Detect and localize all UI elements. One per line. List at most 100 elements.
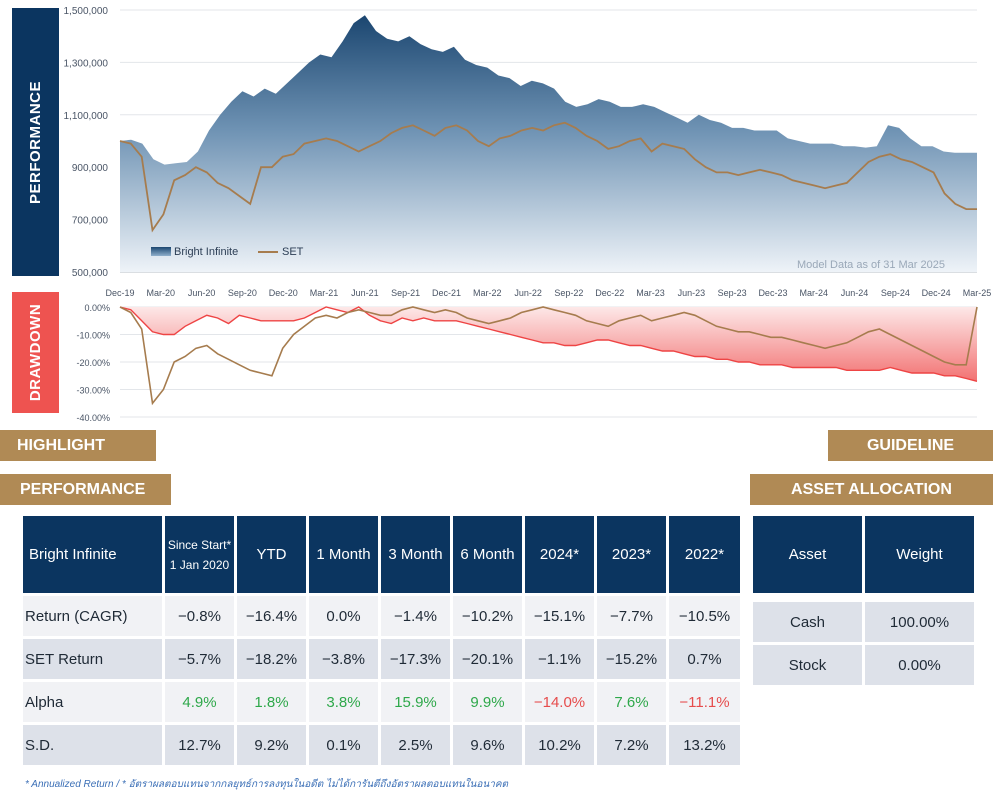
- table-cell: −18.2%: [234, 636, 309, 682]
- table-cell: −15.1%: [522, 593, 597, 639]
- table-cell: −10.5%: [666, 593, 743, 639]
- allocation-asset: Cash: [750, 599, 865, 645]
- perf-y-tick: 1,300,000: [64, 58, 109, 69]
- row-label: S.D.: [20, 722, 165, 768]
- drawdown-side-label: DRAWDOWN: [12, 292, 59, 413]
- perf-x-tick: Sep-20: [228, 288, 257, 298]
- legend-label-bright-infinite: Bright Infinite: [174, 246, 238, 258]
- perf-y-tick: 700,000: [72, 216, 109, 227]
- table-cell: 13.2%: [666, 722, 743, 768]
- perf-x-tick: Jun-23: [678, 288, 706, 298]
- allocation-weight: 0.00%: [862, 642, 977, 688]
- perf-x-tick: Dec-21: [432, 288, 461, 298]
- header-1-month: 1 Month: [306, 513, 381, 596]
- table-cell: 3.8%: [306, 679, 381, 725]
- highlight-tab[interactable]: HIGHLIGHT: [0, 430, 156, 461]
- dd-y-tick: -40.00%: [76, 413, 110, 423]
- table-row-alpha: Alpha 4.9% 1.8% 3.8% 15.9% 9.9% −14.0% 7…: [20, 679, 743, 725]
- table-cell: 4.9%: [162, 679, 237, 725]
- table-cell: 9.6%: [450, 722, 525, 768]
- table-cell: −16.4%: [234, 593, 309, 639]
- table-cell: −7.7%: [594, 593, 669, 639]
- legend-label-set: SET: [282, 246, 304, 258]
- table-cell: 9.2%: [234, 722, 309, 768]
- perf-x-tick: Jun-24: [841, 288, 869, 298]
- model-data-annotation: Model Data as of 31 Mar 2025: [797, 259, 945, 271]
- table-cell: 2.5%: [378, 722, 453, 768]
- table-cell: 9.9%: [450, 679, 525, 725]
- dd-y-tick: -30.00%: [76, 386, 110, 396]
- performance-table: Bright Infinite Since Start* 1 Jan 2020 …: [20, 513, 743, 768]
- table-row-return-cagr: Return (CAGR) −0.8% −16.4% 0.0% −1.4% −1…: [20, 593, 743, 639]
- row-label: Return (CAGR): [20, 593, 165, 639]
- perf-x-tick: Mar-22: [473, 288, 502, 298]
- perf-x-tick: Mar-24: [800, 288, 829, 298]
- header-since-start-line1: Since Start*: [167, 537, 232, 552]
- perf-y-tick: 1,100,000: [64, 111, 109, 122]
- dd-line-set: [119, 306, 978, 406]
- table-cell: −10.2%: [450, 593, 525, 639]
- table-cell: −1.1%: [522, 636, 597, 682]
- table-cell: −0.8%: [162, 593, 237, 639]
- table-cell: 7.6%: [594, 679, 669, 725]
- dd-area-bright-infinite: [120, 307, 977, 382]
- table-row-set-return: SET Return −5.7% −18.2% −3.8% −17.3% −20…: [20, 636, 743, 682]
- perf-x-tick: Sep-23: [718, 288, 747, 298]
- table-cell: 15.9%: [378, 679, 453, 725]
- table-cell: 12.7%: [162, 722, 237, 768]
- perf-x-tick: Dec-19: [105, 288, 134, 298]
- header-since-start-line2: 1 Jan 2020: [169, 557, 230, 572]
- dd-y-tick: -20.00%: [76, 358, 110, 368]
- perf-x-tick: Mar-23: [636, 288, 665, 298]
- perf-x-tick: Mar-21: [310, 288, 339, 298]
- table-cell: 0.7%: [666, 636, 743, 682]
- allocation-row-cash: Cash 100.00%: [750, 599, 977, 645]
- header-weight: Weight: [862, 513, 977, 596]
- header-6-month: 6 Month: [450, 513, 525, 596]
- performance-side-label: PERFORMANCE: [12, 8, 59, 276]
- perf-legend: Bright Infinite SET: [151, 246, 304, 258]
- table-cell: −5.7%: [162, 636, 237, 682]
- table-cell: −3.8%: [306, 636, 381, 682]
- allocation-asset: Stock: [750, 642, 865, 688]
- perf-x-tick: Jun-20: [188, 288, 216, 298]
- header-ytd: YTD: [234, 513, 309, 596]
- table-cell: 10.2%: [522, 722, 597, 768]
- perf-x-tick: Dec-23: [758, 288, 787, 298]
- perf-x-tick: Dec-20: [269, 288, 298, 298]
- perf-x-tick: Mar-25: [963, 288, 992, 298]
- allocation-table-header: Asset Weight: [750, 513, 977, 596]
- performance-section-tab: PERFORMANCE: [0, 474, 171, 505]
- header-2022: 2022*: [666, 513, 743, 596]
- table-row-sd: S.D. 12.7% 9.2% 0.1% 2.5% 9.6% 10.2% 7.2…: [20, 722, 743, 768]
- performance-table-header: Bright Infinite Since Start* 1 Jan 2020 …: [20, 513, 743, 596]
- dd-y-tick: -10.00%: [76, 331, 110, 341]
- table-cell: −1.4%: [378, 593, 453, 639]
- perf-x-tick: Sep-21: [391, 288, 420, 298]
- footnote: * Annualized Return / * อัตราผลตอบแทนจาก…: [25, 779, 509, 790]
- table-cell: 0.0%: [306, 593, 381, 639]
- series-area-bright-infinite: [120, 15, 977, 272]
- perf-x-tick: Sep-24: [881, 288, 910, 298]
- perf-x-tick: Jun-22: [514, 288, 542, 298]
- row-label: Alpha: [20, 679, 165, 725]
- perf-x-tick: Mar-20: [147, 288, 176, 298]
- table-cell: −14.0%: [522, 679, 597, 725]
- asset-allocation-tab: ASSET ALLOCATION: [750, 474, 993, 505]
- dd-line-bright-infinite: [119, 306, 978, 382]
- header-2023: 2023*: [594, 513, 669, 596]
- perf-x-tick: Dec-22: [595, 288, 624, 298]
- perf-y-tick: 1,500,000: [64, 6, 109, 17]
- guideline-tab[interactable]: GUIDELINE: [828, 430, 993, 461]
- table-cell: −11.1%: [666, 679, 743, 725]
- table-cell: −17.3%: [378, 636, 453, 682]
- series-line-set: [119, 121, 977, 233]
- header-since-start: Since Start* 1 Jan 2020: [162, 513, 237, 596]
- header-2024: 2024*: [522, 513, 597, 596]
- perf-x-tick: Dec-24: [922, 288, 951, 298]
- row-label: SET Return: [20, 636, 165, 682]
- performance-chart: 1,500,000 1,300,000 1,100,000 900,000 700,00…: [64, 6, 992, 298]
- allocation-weight: 100.00%: [862, 599, 977, 645]
- asset-allocation-table: Asset Weight Cash 100.00% Stock 0.00%: [750, 513, 977, 688]
- drawdown-chart: 0.00% -10.00% -20.00% -30.00% -40.00%: [76, 303, 978, 423]
